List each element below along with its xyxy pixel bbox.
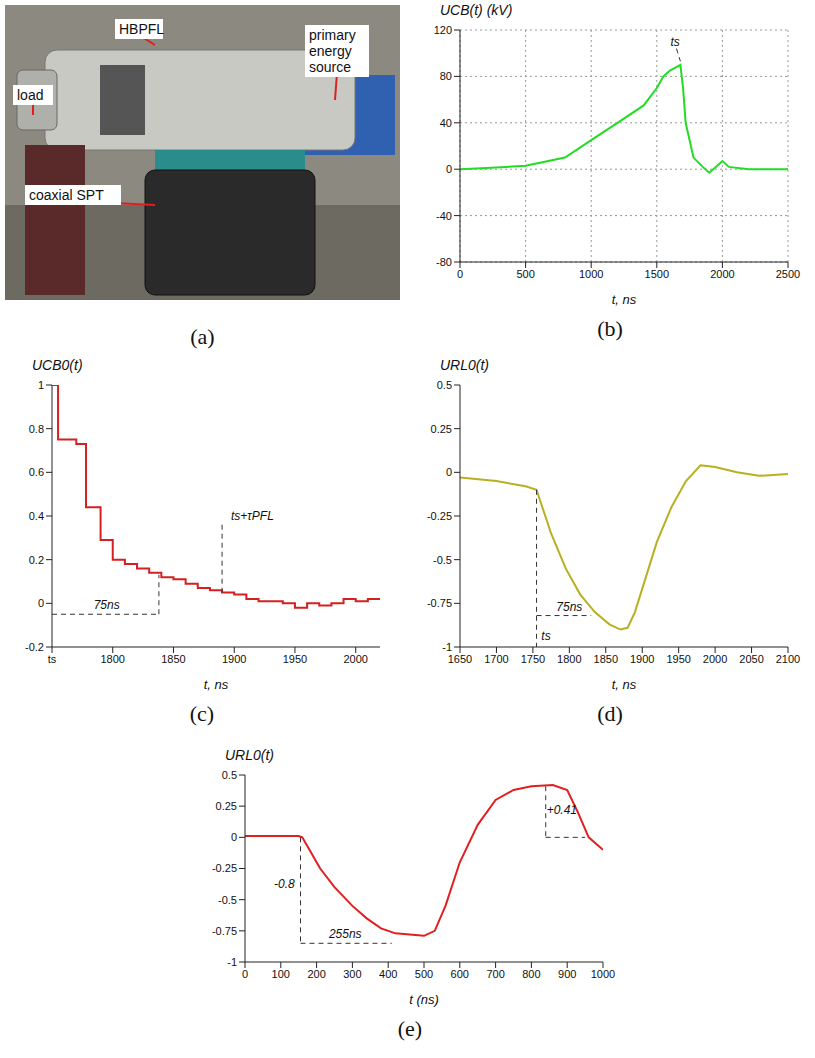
svg-text:0.4: 0.4: [29, 510, 44, 522]
svg-text:80: 80: [440, 70, 452, 82]
svg-text:120: 120: [434, 24, 452, 36]
svg-text:t, ns: t, ns: [204, 677, 229, 692]
svg-text:energy: energy: [309, 43, 352, 59]
svg-text:255ns: 255ns: [328, 927, 362, 941]
svg-text:0: 0: [231, 831, 237, 843]
svg-text:1000: 1000: [579, 268, 603, 280]
html-text:URL0(t): URL0(t): [440, 357, 489, 373]
html-text:(b): (b): [597, 316, 623, 341]
svg-text:0: 0: [446, 466, 452, 478]
svg-text:-0.75: -0.75: [212, 925, 237, 937]
svg-text:1700: 1700: [484, 653, 508, 665]
svg-text:ts: ts: [541, 629, 550, 643]
svg-text:0.25: 0.25: [431, 423, 452, 435]
svg-text:-0.25: -0.25: [427, 510, 452, 522]
svg-text:1750: 1750: [521, 653, 545, 665]
svg-text:1500: 1500: [645, 268, 669, 280]
svg-text:0: 0: [38, 597, 44, 609]
svg-text:0.6: 0.6: [29, 466, 44, 478]
html-text:URL0(t): URL0(t): [225, 747, 274, 763]
svg-text:2100: 2100: [776, 653, 800, 665]
svg-text:0: 0: [457, 268, 463, 280]
svg-text:-1: -1: [442, 641, 452, 653]
svg-text:40: 40: [440, 117, 452, 129]
svg-text:-0.8: -0.8: [274, 877, 295, 891]
svg-text:1800: 1800: [100, 653, 124, 665]
svg-text:1900: 1900: [630, 653, 654, 665]
svg-text:0.8: 0.8: [29, 423, 44, 435]
svg-text:500: 500: [415, 968, 433, 980]
svg-text:HBPFL: HBPFL: [119, 21, 164, 37]
svg-text:75ns: 75ns: [556, 600, 582, 614]
svg-text:1850: 1850: [594, 653, 618, 665]
svg-text:0.25: 0.25: [216, 800, 237, 812]
svg-text:700: 700: [486, 968, 504, 980]
svg-text:1900: 1900: [222, 653, 246, 665]
svg-text:400: 400: [379, 968, 397, 980]
svg-text:1850: 1850: [161, 653, 185, 665]
html-text:UCB(t) (kV): UCB(t) (kV): [440, 2, 513, 18]
svg-text:ts: ts: [48, 653, 57, 665]
svg-text:900: 900: [558, 968, 576, 980]
svg-text:+0.41: +0.41: [547, 803, 577, 817]
svg-text:-0.25: -0.25: [212, 862, 237, 874]
svg-text:1: 1: [38, 379, 44, 391]
svg-text:load: load: [17, 87, 43, 103]
svg-text:500: 500: [516, 268, 534, 280]
svg-text:75ns: 75ns: [94, 598, 120, 612]
svg-text:-0.75: -0.75: [427, 597, 452, 609]
svg-text:ts+τPFL: ts+τPFL: [231, 509, 274, 523]
svg-text:200: 200: [307, 968, 325, 980]
html-text:(d): (d): [597, 701, 623, 726]
svg-text:t, ns: t, ns: [612, 677, 637, 692]
svg-text:source: source: [309, 59, 351, 75]
svg-text:-0.5: -0.5: [433, 554, 452, 566]
svg-text:2000: 2000: [703, 653, 727, 665]
svg-text:t (ns): t (ns): [409, 992, 439, 1007]
svg-text:1950: 1950: [666, 653, 690, 665]
svg-text:1650: 1650: [448, 653, 472, 665]
svg-text:1800: 1800: [557, 653, 581, 665]
svg-text:0.5: 0.5: [222, 769, 237, 781]
svg-text:coaxial SPT: coaxial SPT: [29, 187, 104, 203]
svg-text:0: 0: [242, 968, 248, 980]
html-text:(c): (c): [189, 701, 215, 726]
svg-text:100: 100: [272, 968, 290, 980]
svg-text:2050: 2050: [739, 653, 763, 665]
svg-text:300: 300: [343, 968, 361, 980]
svg-text:-40: -40: [436, 210, 452, 222]
svg-text:-0.2: -0.2: [25, 641, 44, 653]
html-text:UCB0(t): UCB0(t): [32, 357, 83, 373]
svg-text:0.5: 0.5: [437, 379, 452, 391]
svg-text:-0.5: -0.5: [218, 894, 237, 906]
svg-text:ts: ts: [670, 35, 679, 49]
svg-text:-1: -1: [227, 956, 237, 968]
svg-text:0.2: 0.2: [29, 554, 44, 566]
svg-text:2500: 2500: [776, 268, 800, 280]
svg-text:2000: 2000: [343, 653, 367, 665]
svg-text:-80: -80: [436, 256, 452, 268]
html-text:(a): (a): [190, 324, 215, 349]
svg-text:2000: 2000: [710, 268, 734, 280]
svg-text:0: 0: [446, 163, 452, 175]
svg-text:600: 600: [451, 968, 469, 980]
svg-text:1000: 1000: [591, 968, 615, 980]
svg-text:1950: 1950: [283, 653, 307, 665]
svg-text:t, ns: t, ns: [612, 292, 637, 307]
html-text:(e): (e): [397, 1016, 423, 1041]
svg-text:800: 800: [522, 968, 540, 980]
svg-text:primary: primary: [309, 27, 356, 43]
